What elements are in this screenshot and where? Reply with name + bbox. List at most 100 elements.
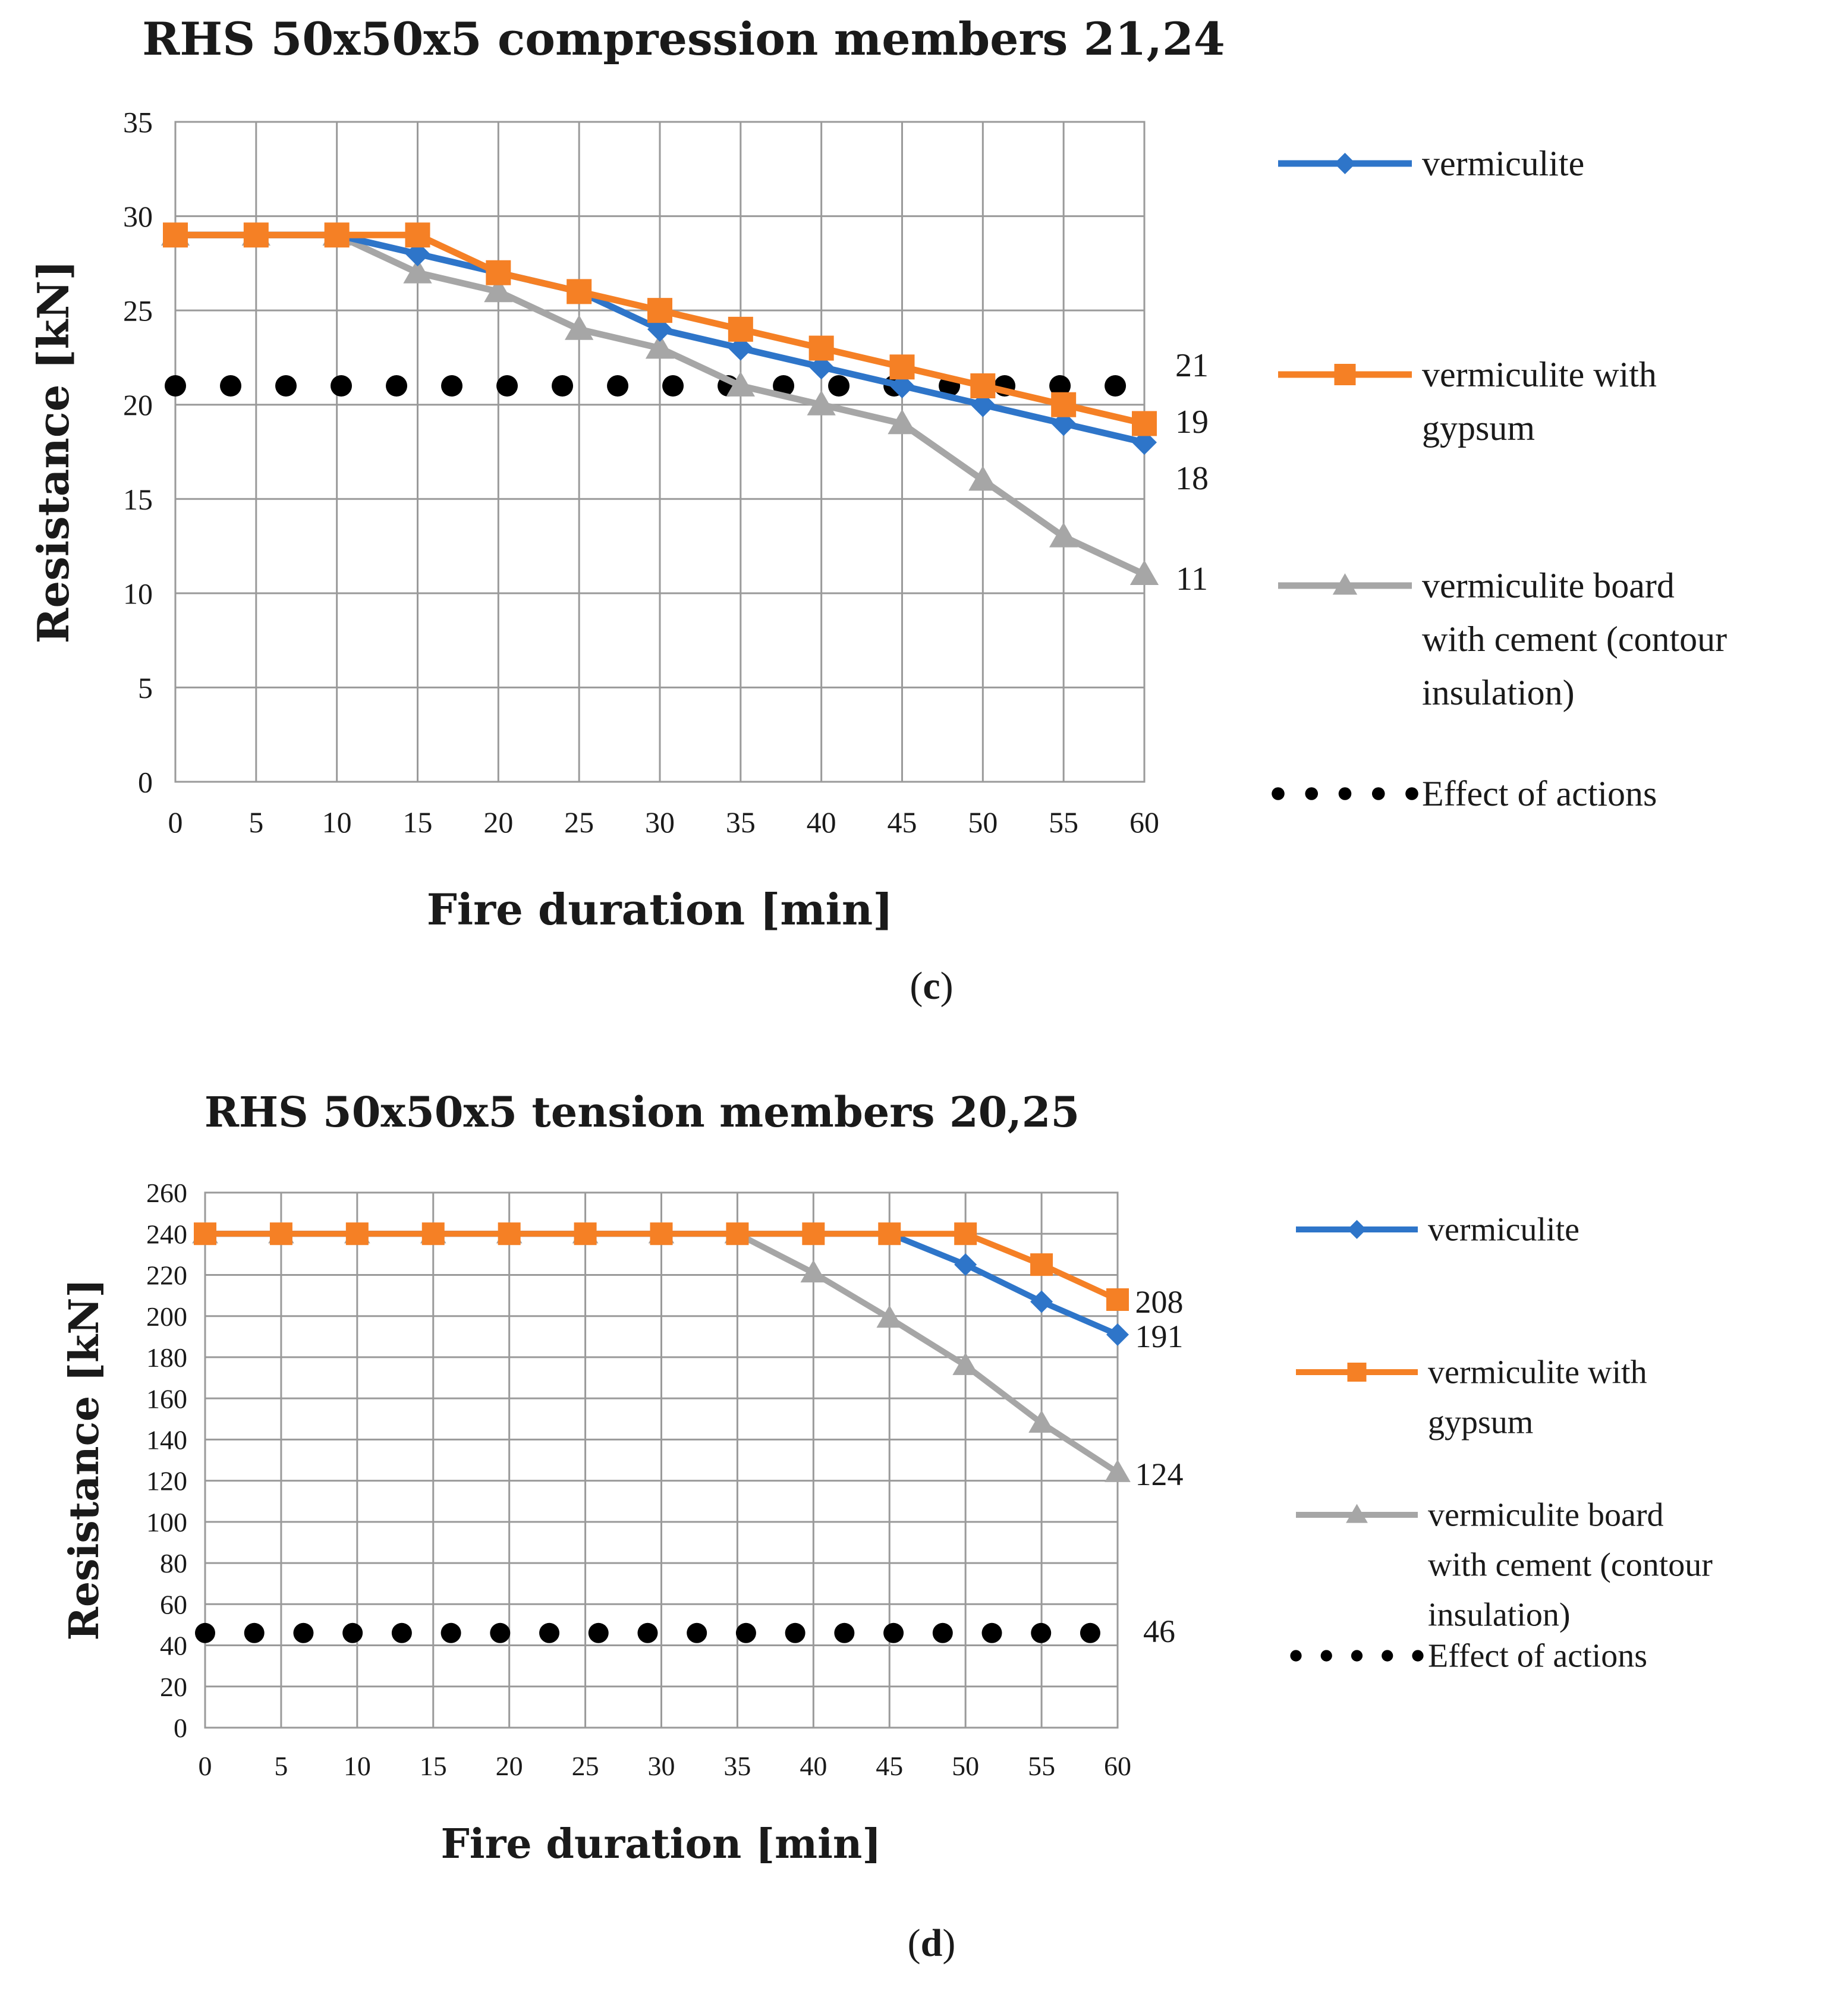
x-tick-label: 20 [483, 806, 513, 839]
data-point [1129, 559, 1159, 585]
data-point [728, 316, 753, 342]
data-point [1106, 1288, 1129, 1311]
legend-item-vermiculite: vermiculite [1278, 144, 1584, 183]
legend-diamond-icon [1334, 153, 1356, 174]
legend-label: Effect of actions [1422, 774, 1657, 813]
x-tick-label: 25 [564, 806, 594, 839]
effect-of-actions-point [331, 375, 353, 397]
legend-item-effect: Effect of actions [1290, 1637, 1647, 1674]
data-point [403, 258, 432, 284]
end-value-label: 124 [1135, 1457, 1184, 1492]
y-tick-label: 0 [174, 1713, 187, 1743]
effect-of-actions-point [539, 1622, 560, 1643]
y-tick-label: 10 [123, 577, 153, 610]
end-value-label: 21 [1175, 347, 1209, 384]
legend-dot-icon [1371, 787, 1385, 800]
y-tick-label: 260 [146, 1178, 187, 1208]
effect-of-actions-point [932, 1622, 953, 1643]
y-tick-label: 140 [146, 1424, 187, 1455]
data-point [954, 1253, 977, 1276]
data-point [1030, 1290, 1053, 1313]
end-value-label: 19 [1175, 404, 1209, 441]
x-tick-label: 10 [322, 806, 352, 839]
effect-of-actions-point [883, 1622, 904, 1643]
data-point [808, 335, 834, 361]
effect-of-actions-point [165, 375, 186, 397]
x-tick-label: 0 [168, 806, 183, 839]
y-tick-label: 100 [146, 1507, 187, 1537]
effect-of-actions-point [637, 1622, 658, 1643]
y-tick-label: 220 [146, 1260, 187, 1291]
chart-c: RHS 50x50x5 compression members 21,24 0 5 1… [28, 12, 1727, 1008]
legend-triangle-icon [1332, 573, 1358, 595]
end-value-label: 18 [1175, 460, 1209, 497]
x-tick-label: 55 [1049, 806, 1078, 839]
data-point [889, 354, 915, 380]
effect-of-actions-point [195, 1622, 215, 1643]
y-tick-label: 40 [160, 1631, 187, 1661]
x-tick-label: 45 [876, 1751, 903, 1781]
x-tick-label: 60 [1129, 806, 1159, 839]
end-value-label: 191 [1135, 1319, 1184, 1354]
effect-of-actions-point [1080, 1622, 1100, 1643]
y-tick-label: 160 [146, 1383, 187, 1414]
effect-of-actions-point [735, 1622, 756, 1643]
x-tick-label: 35 [723, 1751, 751, 1781]
legend-diamond-icon [1347, 1220, 1367, 1239]
x-tick-label: 30 [648, 1751, 675, 1781]
legend: vermiculite vermiculite with gypsum vermicu… [1272, 144, 1727, 813]
effect-of-actions-point [1049, 375, 1071, 397]
legend-label: gypsum [1422, 408, 1535, 448]
effect-of-actions-point [687, 1622, 707, 1643]
y-tick-label: 5 [138, 671, 153, 705]
x-tick-label: 40 [807, 806, 836, 839]
series-effect-of-actions [165, 375, 1127, 397]
x-tick-label: 0 [199, 1751, 212, 1781]
data-point [498, 1222, 521, 1246]
chart-title: RHS 50x50x5 tension members 20,25 [204, 1087, 1080, 1137]
data-point [405, 241, 430, 266]
effect-of-actions-point [441, 375, 463, 397]
legend-square-icon [1347, 1363, 1367, 1382]
y-tick-label: 30 [123, 200, 153, 233]
data-point [486, 260, 511, 285]
effect-of-actions-point [293, 1622, 314, 1643]
data-point [1049, 522, 1078, 548]
end-value-label: 208 [1135, 1284, 1184, 1320]
legend-label: with cement (contour [1428, 1546, 1713, 1583]
legend-dot-icon [1351, 1650, 1363, 1662]
y-axis-title: Resistance [kN] [28, 260, 78, 644]
legend-label: vermiculite with [1422, 355, 1657, 394]
data-point [345, 1222, 369, 1246]
effect-of-actions-point [220, 375, 242, 397]
x-tick-label: 5 [248, 806, 263, 839]
x-tick-label: 55 [1028, 1751, 1055, 1781]
end-value-label: 11 [1176, 561, 1208, 597]
data-point [163, 222, 188, 248]
effect-of-actions-point [981, 1622, 1002, 1643]
legend-label: gypsum [1428, 1404, 1533, 1441]
data-point [647, 298, 672, 323]
data-point [807, 390, 836, 416]
data-point [888, 409, 917, 435]
caption-letter: c [923, 964, 940, 1008]
legend-item-vermiculite-board: vermiculite board with cement (contour ins… [1278, 566, 1727, 712]
data-point [970, 392, 996, 417]
y-tick-label: 200 [146, 1301, 187, 1332]
data-point [876, 1305, 903, 1328]
effect-of-actions-point [391, 1622, 412, 1643]
legend-item-vermiculite: vermiculite [1296, 1211, 1579, 1248]
data-point [421, 1222, 445, 1246]
effect-of-actions-point [552, 375, 574, 397]
effect-of-actions-point [244, 1622, 265, 1643]
effect-of-actions-point [607, 375, 629, 397]
caption-open: ( [910, 964, 923, 1008]
data-point [647, 316, 672, 342]
legend-label: vermiculite with [1428, 1354, 1647, 1391]
effect-of-actions-point [828, 375, 850, 397]
data-point [954, 1222, 977, 1246]
effect-of-actions-point [496, 375, 518, 397]
data-point [1105, 1459, 1131, 1482]
legend-dot-icon [1412, 1650, 1424, 1662]
